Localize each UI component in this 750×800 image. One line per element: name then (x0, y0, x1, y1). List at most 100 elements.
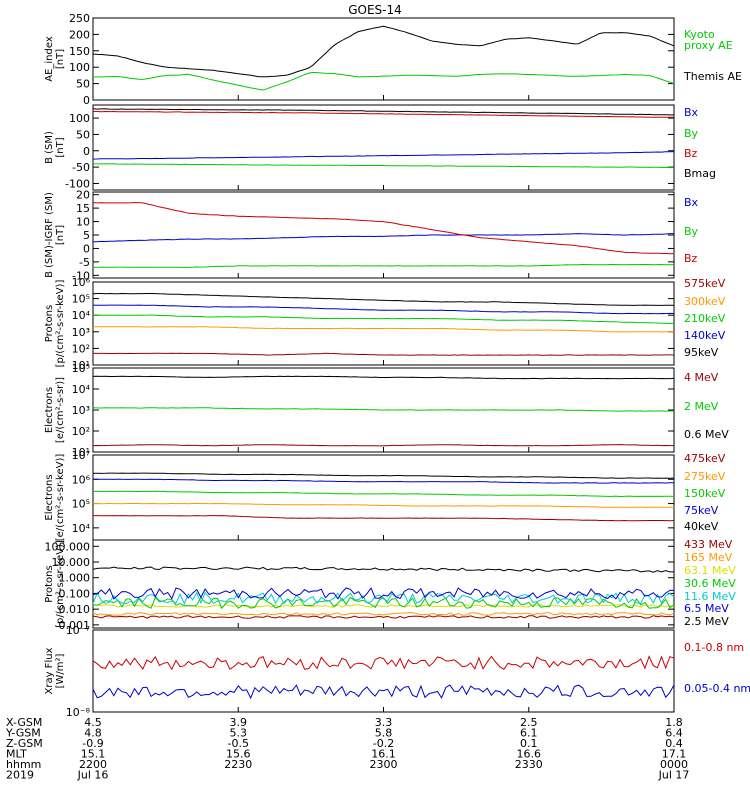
series-line-6-5-mev (92, 587, 675, 600)
axis-value: -0.2 (373, 737, 394, 750)
y-axis-label: Electrons (44, 387, 55, 433)
panel-xray: 10⁻⁸ 10⁻⁷ Xray Flux [W/m²] 0.1-0.8 nm 0.05-0.… (44, 624, 750, 719)
series-line-by (93, 163, 674, 169)
series-line-63-1-mev (92, 604, 675, 608)
y-axis-label: [nT] (55, 49, 66, 69)
y-axis-label: Xray Flux (44, 647, 55, 694)
y-axis-label: B (SM)-IGRF (SM) (44, 192, 55, 278)
axis-row-label: Z-GSM (6, 737, 43, 750)
axis-value: 15.1 (81, 748, 106, 761)
legend-entry: 2.5 MeV (684, 615, 729, 628)
panel-frame (92, 104, 675, 191)
series-line-75kev (93, 478, 674, 484)
y-tick-label: -10 (72, 269, 90, 282)
axis-value: 16.1 (371, 748, 396, 761)
y-tick-label: 10.000 (52, 556, 91, 569)
legend-entry: 0.1-0.8 nm (684, 641, 744, 654)
y-tick-label: 10² (72, 342, 90, 355)
y-tick-label: 100 (69, 61, 90, 74)
axis-value: -0.9 (82, 737, 103, 750)
axis-value: 5.8 (375, 727, 393, 740)
series-line-165-mev (92, 612, 675, 616)
legend-entry: 300keV (684, 295, 726, 308)
series-line-300kev (92, 326, 674, 333)
y-axis-label: AE_index (44, 36, 55, 82)
y-tick-label: 0 (83, 242, 90, 255)
legend-entry: Themis AE (683, 70, 742, 83)
y-tick-label: 0 (83, 94, 90, 107)
legend-entry: proxy AE (684, 39, 733, 52)
legend-entry: 275keV (684, 470, 726, 483)
y-tick-label: 10² (72, 425, 90, 438)
y-tick-label: 10¹ (72, 446, 90, 459)
axis-value: 1.8 (665, 716, 683, 729)
y-tick-label: 10⁻⁷ (66, 624, 90, 637)
y-tick-label: 10⁴ (72, 309, 91, 322)
legend-entry: 11.6 MeV (684, 590, 736, 603)
axis-value: 6.1 (520, 727, 538, 740)
y-tick-label: 50 (76, 128, 90, 141)
y-tick-label: 0 (83, 145, 90, 158)
axis-value: Jul 16 (77, 769, 109, 782)
axis-value: 3.9 (230, 716, 248, 729)
y-tick-label: 15 (76, 202, 90, 215)
y-tick-label: 10¹ (72, 359, 90, 372)
y-tick-label: 10⁻⁸ (66, 706, 91, 719)
bottom-axis: X-GSM 4.5 3.9 3.3 2.5 1.8 Y-GSM 4.8 5.3 5.8 6.1 6.4… (5, 716, 689, 782)
legend-entry: Bx (684, 106, 699, 119)
legend-entry: 0.6 MeV (684, 428, 729, 441)
y-axis-label: [nT] (55, 137, 66, 157)
panel-electrons_kev: 10⁴ 10⁵ 10⁶ 10⁷ Electrons [e/(cm²-s-sr-keV)] 4… (44, 449, 726, 541)
axis-value: Jul 17 (658, 769, 690, 782)
axis-value: 3.3 (375, 716, 393, 729)
legend-entry: 40keV (684, 520, 719, 533)
legend-entry: 575keV (684, 277, 726, 290)
legend-entry: 95keV (684, 346, 719, 359)
legend-entry: Bz (684, 252, 698, 265)
panel-electrons: 10¹ 10² 10³ 10⁴ 10⁵ Electrons [e/(cm²-s-sr)] 4 … (44, 362, 729, 459)
panel-protons: 10¹ 10² 10³ 10⁴ 10⁵ 10⁶ Protons [p/(cm²-s-sr-ke… (44, 276, 726, 372)
axis-value: 2230 (224, 758, 252, 771)
axis-value: 15.6 (226, 748, 251, 761)
y-tick-label: 0.100 (59, 587, 91, 600)
legend-entry: 165 MeV (684, 551, 733, 564)
y-tick-label: 10⁷ (72, 449, 90, 462)
series-line-bmag (92, 108, 674, 116)
y-axis-label: Protons (44, 565, 55, 602)
axis-row-label: X-GSM (6, 716, 42, 729)
series-line-0-1-0-8-nm (92, 655, 675, 671)
y-tick-label: 10⁵ (72, 498, 90, 511)
series-line-150kev (92, 490, 675, 498)
axis-value: 2330 (515, 758, 543, 771)
series-line-210kev (92, 314, 674, 324)
legend-entry: 30.6 MeV (684, 577, 736, 590)
series-line-4-mev (92, 444, 674, 447)
y-axis-label: [p/(cm²-s-sr-keV)] (55, 540, 66, 628)
legend-entry: 140keV (684, 329, 726, 342)
axis-value: -0.5 (228, 737, 249, 750)
axis-row-label: hhmm (6, 758, 41, 771)
y-tick-label: 250 (69, 12, 90, 25)
y-tick-label: 0.010 (59, 603, 91, 616)
panel-bsm: -100 -50 0 50 100 B (SM) [nT] Bx By Bz Bmag (44, 104, 716, 191)
axis-value: 16.6 (517, 748, 542, 761)
y-tick-label: -100 (65, 177, 90, 190)
series-line-bx (92, 233, 674, 243)
legend-entry: 4 MeV (684, 371, 719, 384)
y-tick-label: 0.001 (59, 619, 91, 632)
y-axis-label: [p/(cm²-s-sr-keV)] (55, 280, 66, 368)
y-tick-label: 200 (69, 28, 90, 41)
legend-entry: Kyoto (684, 28, 715, 41)
series-line-themis-ae (92, 25, 675, 78)
axis-value: 5.3 (230, 727, 248, 740)
series-line-95kev (92, 292, 675, 306)
series-line-140kev (92, 304, 675, 315)
y-axis-label: [W/m²] (55, 653, 66, 688)
series-line-475kev (93, 515, 675, 522)
y-tick-label: 10⁵ (72, 293, 90, 306)
series-line-0-05-0-4-nm (92, 684, 675, 700)
legend-entry: Bz (684, 147, 698, 160)
y-tick-label: -5 (79, 256, 90, 269)
